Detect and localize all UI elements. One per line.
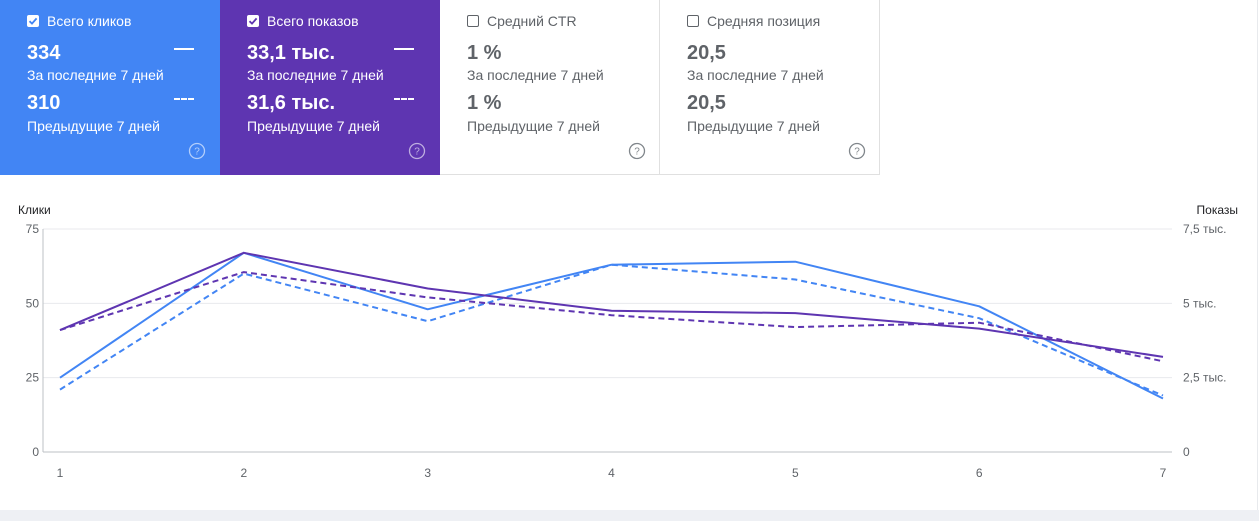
svg-text:?: ? [634, 147, 640, 158]
x-tick-label: 1 [57, 466, 64, 480]
metric-previous-period: Предыдущие 7 дней [467, 118, 600, 134]
legend-solid-line-icon [174, 48, 194, 50]
metric-current-value: 33,1 тыс. [247, 42, 336, 64]
metric-cards: Всего кликов 334 За последние 7 дней 310… [0, 0, 880, 175]
right-axis-title: Показы [1197, 203, 1238, 217]
left-tick-label: 75 [26, 222, 40, 236]
help-icon[interactable]: ? [628, 142, 646, 160]
right-tick-label: 2,5 тыс. [1183, 371, 1226, 385]
checkbox-unchecked-icon[interactable] [687, 15, 699, 27]
metric-current-period: За последние 7 дней [247, 67, 384, 83]
series-line-clicks-dashed [59, 263, 1164, 397]
metric-previous-period: Предыдущие 7 дней [247, 118, 380, 134]
legend-solid-line-icon [394, 48, 414, 50]
metric-card-header[interactable]: Средний CTR [467, 13, 577, 29]
metric-current-value: 20,5 [687, 42, 726, 64]
checkbox-checked-icon[interactable] [27, 15, 39, 27]
metric-card-clicks[interactable]: Всего кликов 334 За последние 7 дней 310… [0, 0, 220, 175]
metric-card-impressions[interactable]: Всего показов 33,1 тыс. За последние 7 д… [220, 0, 440, 175]
metric-previous-value: 310 [27, 92, 61, 114]
metric-current-period: За последние 7 дней [467, 67, 604, 83]
x-tick-label: 3 [424, 466, 431, 480]
metric-current-period: За последние 7 дней [687, 67, 824, 83]
svg-text:?: ? [194, 147, 200, 158]
metric-previous-value: 20,5 [687, 92, 726, 114]
metric-previous-value: 1 % [467, 92, 502, 114]
metric-card-position[interactable]: Средняя позиция 20,5 За последние 7 дней… [660, 0, 880, 175]
metric-previous-period: Предыдущие 7 дней [687, 118, 820, 134]
right-tick-label: 5 тыс. [1183, 296, 1216, 310]
checkbox-checked-icon[interactable] [247, 15, 259, 27]
performance-chart: Клики Показы 0 0 25 2,5 тыс. 50 5 тыс. 75 7,5 тыс… [0, 195, 1257, 495]
metric-card-header[interactable]: Всего кликов [27, 13, 131, 29]
performance-panel: Всего кликов 334 За последние 7 дней 310… [0, 0, 1258, 510]
legend-dashed-line-icon [394, 98, 414, 100]
page-bottom-strip [0, 510, 1259, 521]
metric-card-header[interactable]: Средняя позиция [687, 13, 820, 29]
metric-current-value: 334 [27, 42, 61, 64]
metric-card-ctr[interactable]: Средний CTR 1 % За последние 7 дней 1 % … [440, 0, 660, 175]
metric-current-period: За последние 7 дней [27, 67, 164, 83]
right-tick-label: 7,5 тыс. [1183, 222, 1226, 236]
series-line-impressions-dashed [59, 271, 1164, 363]
help-icon[interactable]: ? [848, 142, 866, 160]
x-tick-label: 6 [976, 466, 983, 480]
metric-card-label: Средний CTR [487, 13, 577, 29]
left-axis-title: Клики [18, 203, 51, 217]
legend-dashed-line-icon [174, 98, 194, 100]
svg-text:?: ? [854, 147, 860, 158]
x-tick-label: 7 [1160, 466, 1167, 480]
metric-card-label: Всего кликов [47, 13, 132, 29]
metric-card-header[interactable]: Всего показов [247, 13, 359, 29]
metric-card-label: Всего показов [267, 13, 359, 29]
series-line-impressions-solid [59, 251, 1164, 358]
metric-previous-period: Предыдущие 7 дней [27, 118, 160, 134]
left-tick-label: 50 [26, 296, 40, 310]
left-tick-label: 0 [32, 445, 39, 459]
x-tick-label: 2 [240, 466, 247, 480]
x-tick-label: 4 [608, 466, 615, 480]
help-icon[interactable]: ? [188, 142, 206, 160]
metric-previous-value: 31,6 тыс. [247, 92, 336, 114]
checkbox-unchecked-icon[interactable] [467, 15, 479, 27]
metric-card-label: Средняя позиция [707, 13, 821, 29]
metric-current-value: 1 % [467, 42, 502, 64]
help-icon[interactable]: ? [408, 142, 426, 160]
svg-text:?: ? [414, 147, 420, 158]
right-tick-label: 0 [1183, 445, 1190, 459]
left-tick-label: 25 [26, 371, 40, 385]
x-tick-label: 5 [792, 466, 799, 480]
